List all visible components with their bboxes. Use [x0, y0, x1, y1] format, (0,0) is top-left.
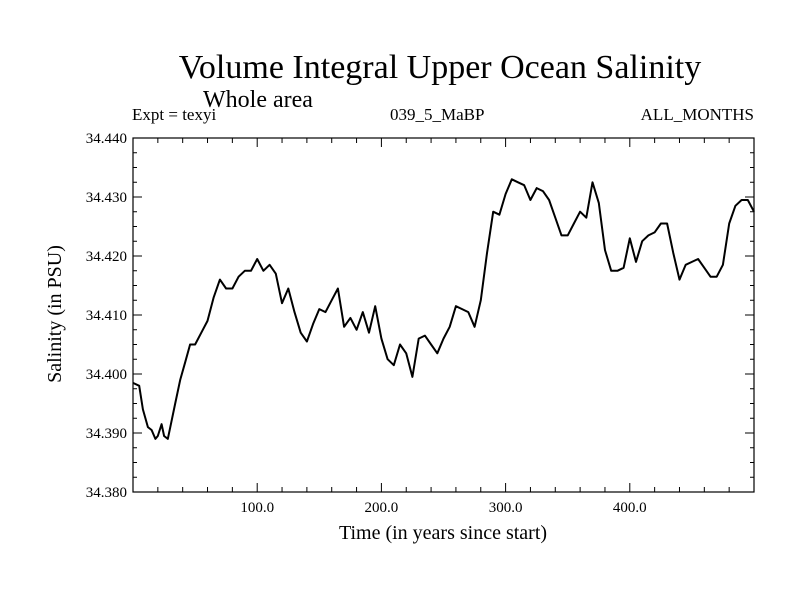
chart-subtitle: Whole area [203, 87, 313, 113]
run-label: 039_5_MaBP [390, 105, 485, 124]
y-tick-label: 34.430 [86, 190, 127, 206]
y-tick-label: 34.420 [86, 249, 127, 265]
y-tick-label: 34.440 [86, 131, 127, 147]
x-axis-label: Time (in years since start) [338, 522, 548, 544]
y-tick-label: 34.380 [86, 485, 127, 501]
y-tick-label: 34.400 [86, 367, 127, 383]
x-tick-label: 400.0 [613, 500, 647, 516]
plot-frame [132, 137, 755, 493]
y-tick-label: 34.410 [86, 308, 127, 324]
x-tick-label: 300.0 [489, 500, 523, 516]
y-axis-label: Salinity (in PSU) [44, 245, 66, 383]
chart-title: Volume Integral Upper Ocean Salinity [178, 49, 702, 86]
y-tick-label: 34.390 [86, 426, 127, 442]
salinity-series-line [132, 178, 755, 440]
x-tick-label: 100.0 [240, 500, 274, 516]
experiment-label: Expt = texyi [132, 105, 217, 124]
months-label: ALL_MONTHS [640, 105, 754, 124]
x-tick-label: 200.0 [365, 500, 399, 516]
